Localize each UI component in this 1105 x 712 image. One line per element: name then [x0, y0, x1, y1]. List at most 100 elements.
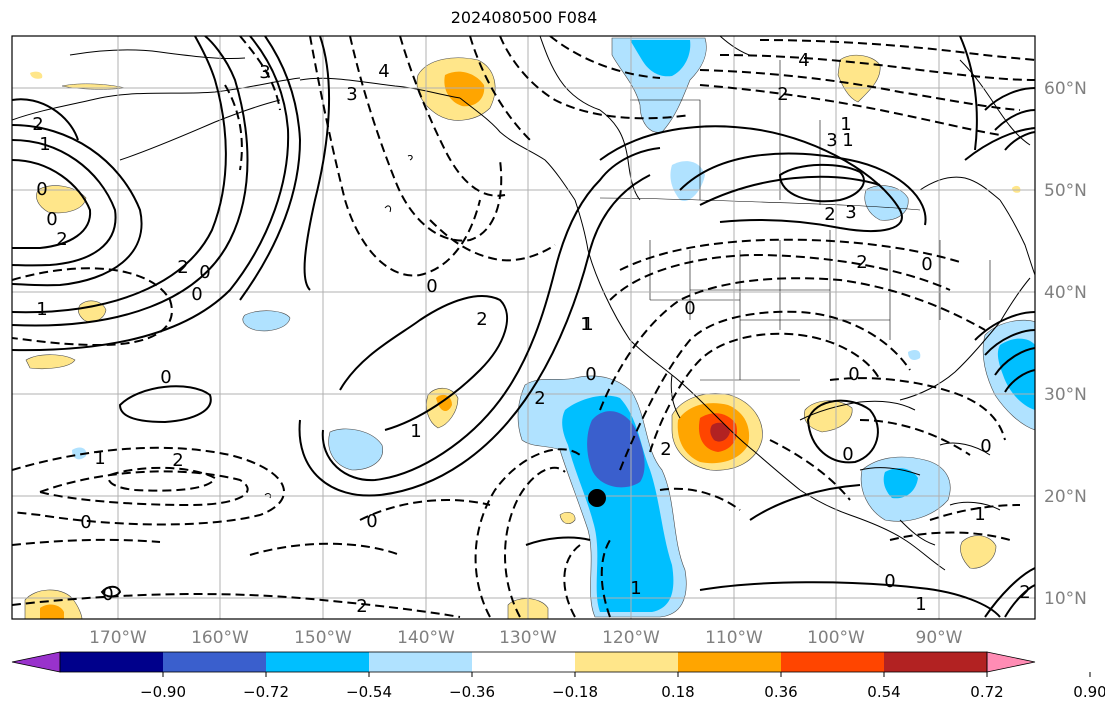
colorbar-tick-label: 0.54 [867, 683, 900, 701]
colorbar-segment [163, 652, 266, 672]
contour-dashed-1 [12, 267, 173, 347]
longitude-label: 120°W [602, 628, 660, 648]
contour-label: 2 [824, 204, 835, 225]
contour-dashed-4 [107, 466, 217, 492]
contour-solid-canada-2 [679, 152, 927, 226]
contour-dashed-36 [429, 219, 556, 262]
contour-solid-pacific-small [118, 385, 212, 424]
map-background [12, 36, 1035, 619]
contour-label: 3 [826, 130, 837, 151]
contour-solid-sc-1 [984, 567, 1035, 618]
contour-dashed-3 [36, 470, 249, 507]
contour-label: 2 [56, 229, 67, 250]
latitude-label: 20°N [1044, 487, 1087, 507]
contour-solid-se-4 [1004, 369, 1035, 393]
contour-label: 0 [980, 436, 991, 457]
colorbar-tick-label: −0.18 [552, 683, 598, 701]
negative-anomaly-atlantic-small [908, 350, 921, 360]
contour-dashed-12 [600, 539, 611, 618]
contour-label: 2 [172, 450, 183, 471]
contour-dashed-19 [699, 84, 1001, 136]
contour-label: 0 [848, 364, 859, 385]
contour-solid-aleutian-1 [12, 124, 143, 287]
colorbar-segment [678, 652, 781, 672]
positive-anomaly-alaska-sm [30, 71, 43, 79]
contour-solid-se-1 [974, 311, 1035, 341]
contour-dashed-21 [719, 54, 1035, 81]
contour-label: 0 [684, 298, 695, 319]
latitude-label: 30°N [1044, 385, 1087, 405]
contour-dashed-26 [859, 419, 971, 456]
coastline [670, 374, 681, 419]
coastline [12, 77, 301, 121]
colorbar-upper-extend [986, 651, 1036, 673]
positive-anomaly-pacific-a-mid [436, 394, 452, 412]
contour-dashed-32 [249, 542, 401, 556]
contour-dashed-31 [224, 84, 243, 171]
contour-label: 1 [974, 504, 985, 525]
coastline [119, 99, 281, 161]
contour-solid-north-4 [239, 36, 302, 301]
negative-anomaly-bc-mid [630, 40, 691, 77]
colorbar-segment [472, 652, 575, 672]
contour-solid-aleutian-3 [12, 159, 92, 249]
contour-dashed-20 [699, 69, 1021, 111]
contour-label: 0 [426, 276, 437, 297]
contour-dashed-16 [609, 253, 951, 301]
contours [12, 36, 1035, 618]
contour-dashed-6 [349, 36, 503, 242]
contour-label: 3 [346, 84, 357, 105]
contour-label: 2 [534, 388, 545, 409]
contour-label: 2 [1019, 582, 1030, 603]
colorbar-segment [60, 652, 163, 672]
contour-dashed-17 [619, 238, 961, 271]
contour-label: 2 [856, 252, 867, 273]
colorbar-tick-label: −0.90 [140, 683, 186, 701]
negative-anomaly-pacific-2 [328, 428, 383, 471]
contour-dashed-9 [474, 448, 581, 618]
contour-label: 1 [840, 114, 851, 135]
contour-dashed-18 [549, 36, 661, 79]
colorbar-segment [781, 652, 884, 672]
coastline [859, 467, 921, 476]
positive-anomaly-east [1012, 185, 1021, 193]
contour-label: 0 [46, 209, 57, 230]
coastline [949, 501, 1001, 511]
longitude-label: 100°W [807, 628, 865, 648]
longitude-label: 130°W [499, 628, 557, 648]
contour-solid-south-1 [699, 581, 1001, 618]
contour-dashed-25 [829, 377, 1006, 441]
coastline [384, 205, 391, 213]
contour-label: 1 [580, 314, 591, 335]
contour-label: 0 [884, 571, 895, 592]
contour-label: 4 [798, 50, 809, 71]
contour-label: 0 [366, 511, 377, 532]
contour-dashed-11 [563, 544, 581, 618]
map-title: 2024080500 F084 [450, 8, 598, 27]
contour-solid-north-2 [12, 36, 227, 314]
colorbar-segment [884, 652, 987, 672]
contour-label: 0 [102, 584, 113, 605]
contour-label: 1 [410, 421, 421, 442]
colorbar-tick-label: −0.72 [243, 683, 289, 701]
contour-label: 0 [191, 284, 202, 305]
coastline [264, 493, 271, 499]
contour-solid-canada-1 [599, 125, 903, 232]
contour-label: 2 [660, 439, 671, 460]
contour-label: 1 [582, 314, 593, 335]
contour-solid-ne-5 [964, 127, 1035, 161]
contour-label: 1 [630, 578, 641, 599]
coastline [299, 77, 461, 99]
contour-solid-ne-4 [1004, 131, 1035, 151]
contour-solid-sc-2 [1004, 584, 1035, 618]
contour-label: 0 [36, 179, 47, 200]
colorbar-tick-label: −0.36 [449, 683, 495, 701]
contour-label: 0 [199, 262, 210, 283]
contour-dashed-22 [759, 39, 1035, 61]
contour-solid-north-1 [12, 36, 249, 327]
map-frame [11, 35, 1036, 620]
contour-solid-se-2 [984, 329, 1035, 356]
contour-label: 2 [177, 257, 188, 278]
contour-dashed-29 [889, 531, 1011, 541]
coastline [999, 199, 1035, 276]
